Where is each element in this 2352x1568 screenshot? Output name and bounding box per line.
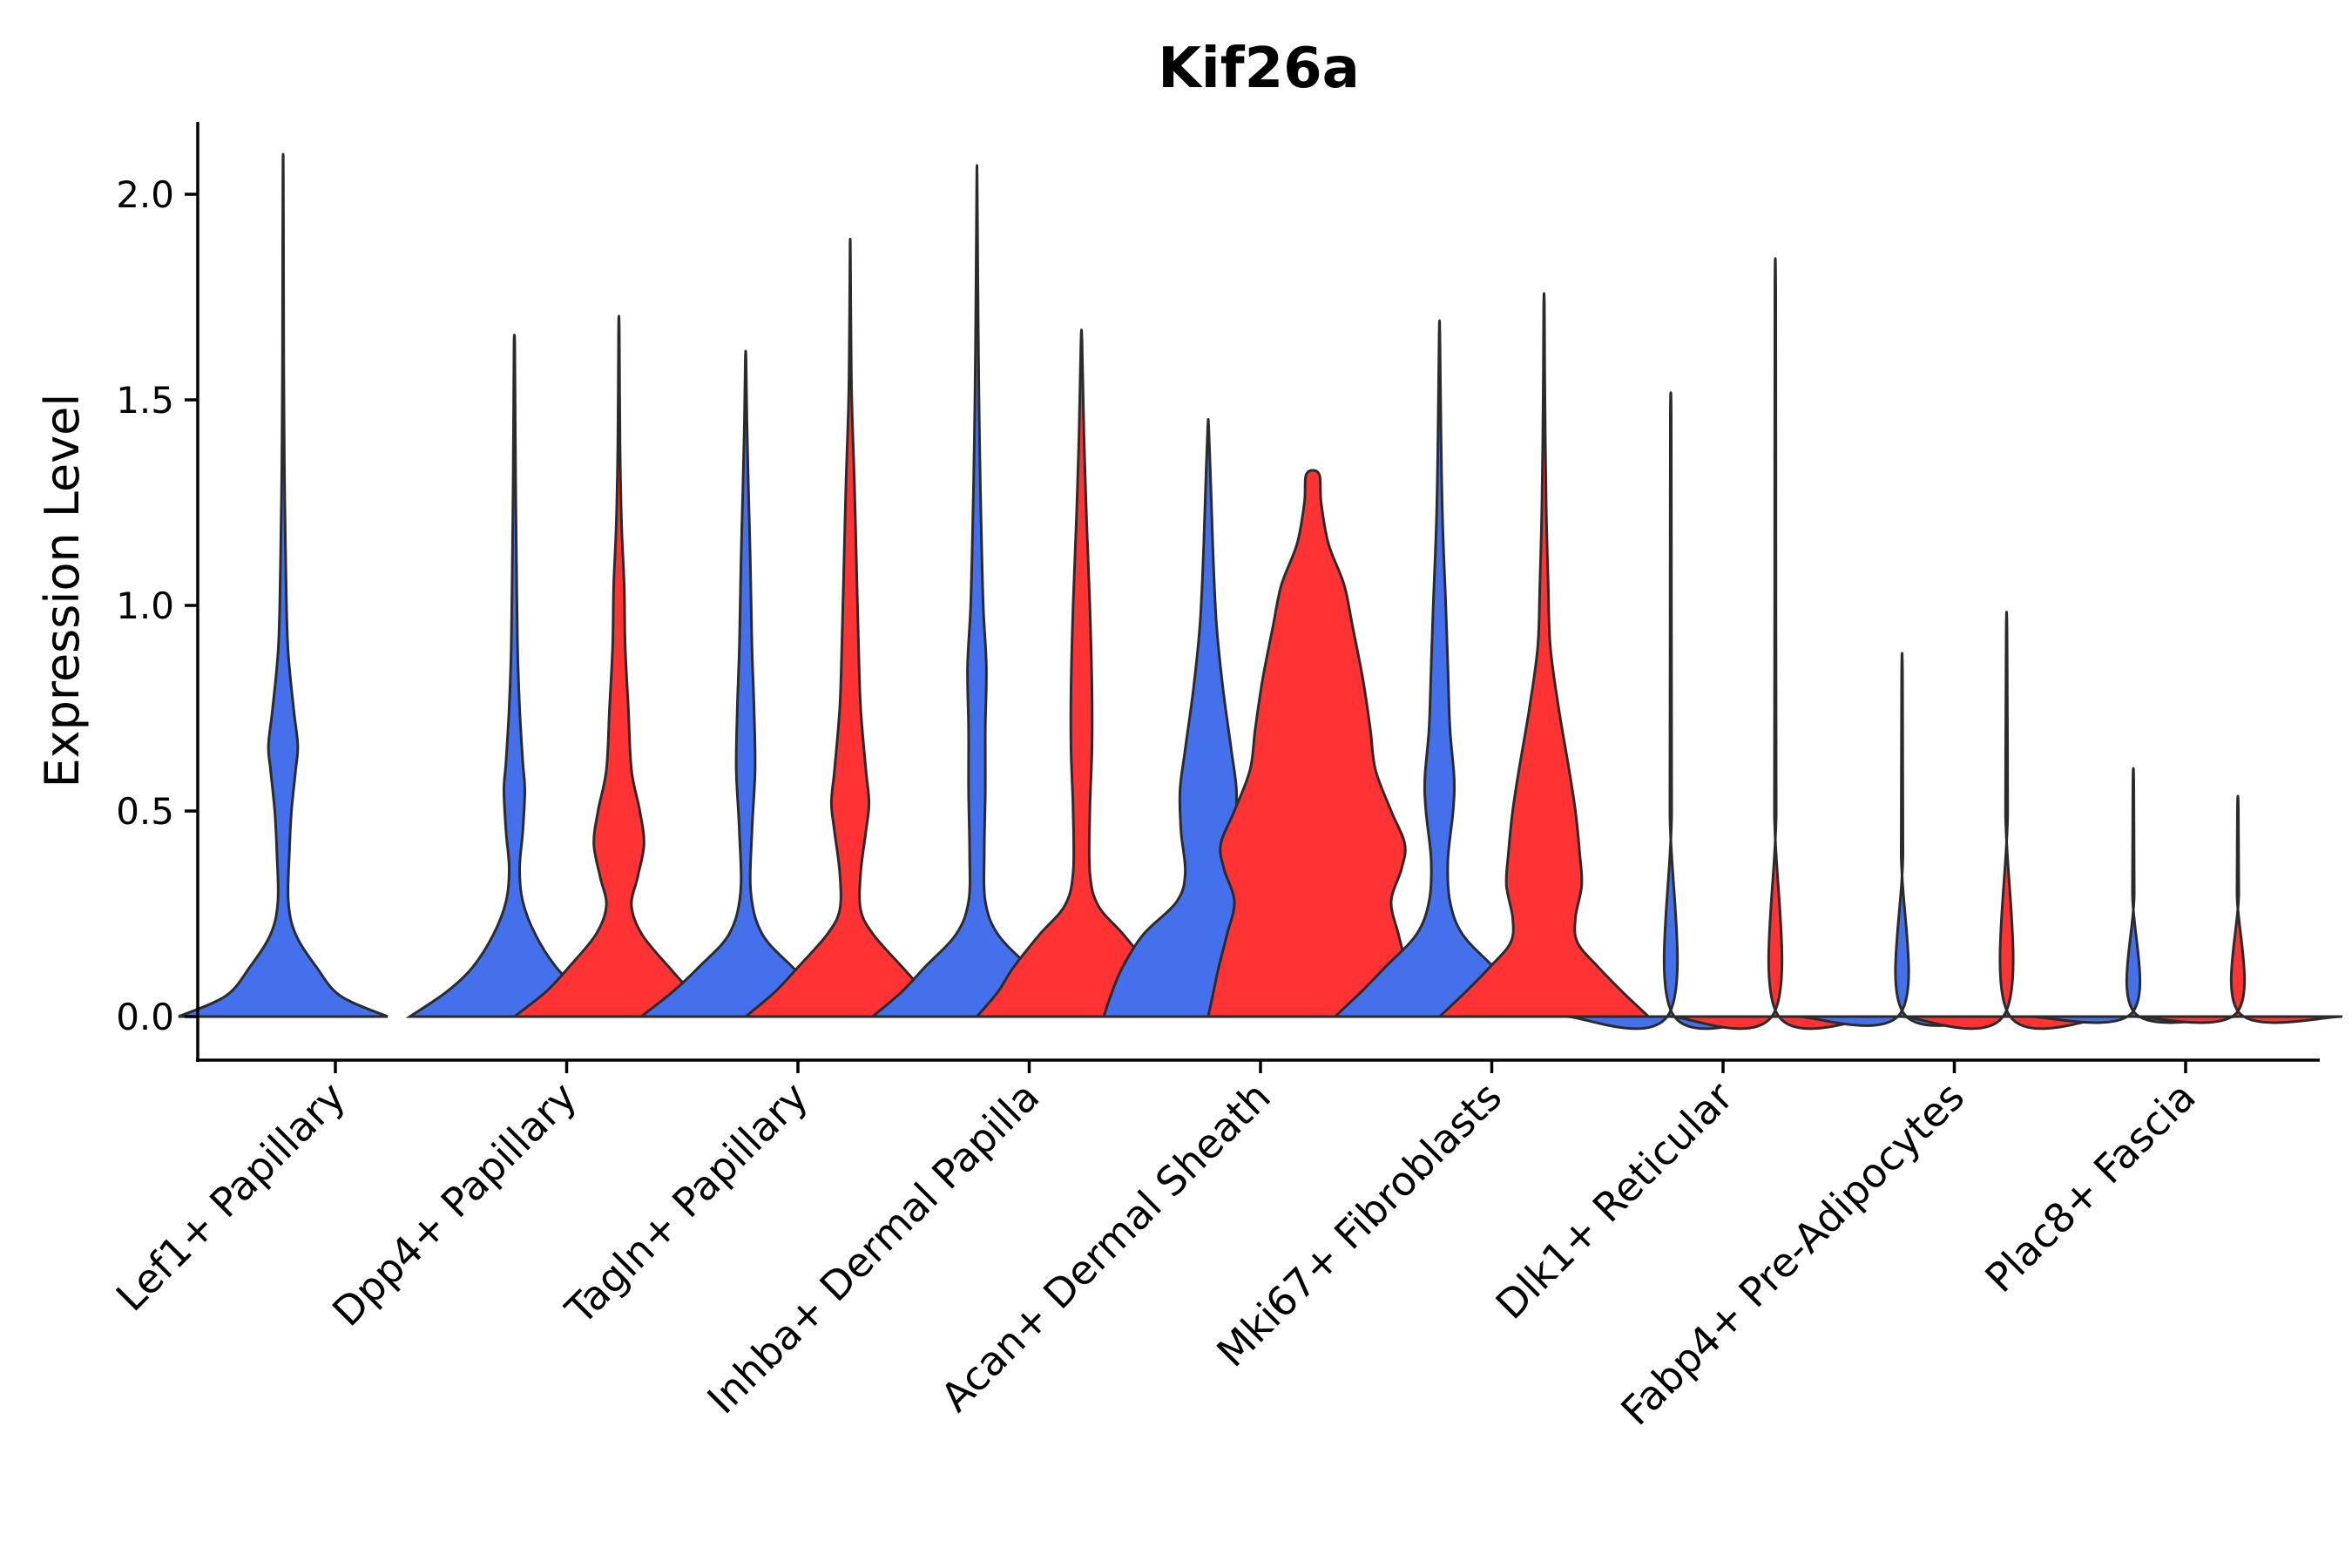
violin-group2-3 [974,328,1189,1018]
y-tick-label: 1.0 [116,585,174,627]
x-tick-label: Dlk1+ Reticular [1487,1073,1742,1328]
y-tick-label: 1.5 [116,379,174,422]
x-tick-label: Tagln+ Papillary [556,1073,817,1335]
y-axis-ticks: 0.0 0.5 1.0 1.5 2.0 [116,173,198,1038]
violin-group2-1 [510,314,727,1018]
violin-group2-4 [1206,469,1419,1018]
violin-group1-3 [868,164,1085,1018]
x-tick-label: Dpp4+ Papillary [323,1073,585,1335]
x-tick-label: Plac8+ Fascia [1976,1073,2204,1301]
y-tick-label: 0.5 [116,790,174,833]
violin-group2-2 [741,237,959,1018]
y-axis-label: Expression Level [35,394,90,788]
violin-group1-7 [1797,652,2007,1027]
chart-title: Kif26a [1158,37,1360,101]
violins-layer [178,152,2343,1031]
y-tick-label: 0.0 [116,996,174,1038]
y-tick-label: 2.0 [116,173,174,216]
violin-group1-8 [2028,767,2239,1024]
violin-group1-1 [405,334,624,1018]
violin-group1-0 [178,152,389,1018]
violin-group2-8 [2132,794,2343,1024]
violin-group1-5 [1331,319,1548,1018]
x-tick-label: Lef1+ Papillary [107,1073,355,1321]
violin-group1-2 [637,349,855,1018]
violin-group2-5 [1436,292,1652,1018]
violin-group2-6 [1670,257,1881,1031]
violin-group1-6 [1565,391,1776,1031]
violin-group2-7 [1902,611,2112,1031]
